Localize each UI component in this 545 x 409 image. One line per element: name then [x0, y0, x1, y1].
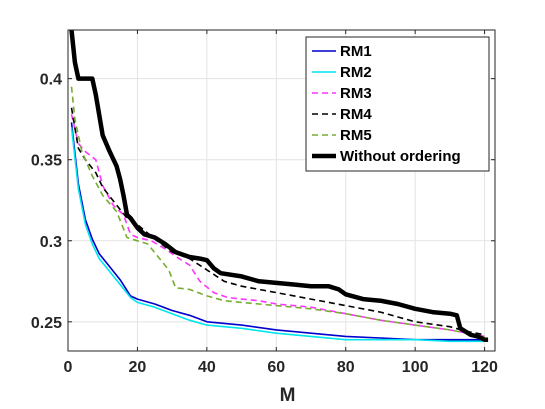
y-tick-label: 0.35 [31, 153, 62, 170]
legend-label: RM2 [340, 64, 372, 81]
legend-label: RM3 [340, 85, 372, 102]
legend-label: RM4 [340, 106, 372, 123]
series-line-rm5 [70, 86, 485, 338]
series-line-rm1 [70, 122, 485, 341]
axis-ticks: 0 20 40 60 80 100 120 0.25 0.3 0.35 0.4 [31, 30, 498, 376]
legend-box [305, 36, 490, 172]
legend-label: RM1 [340, 43, 372, 60]
legend-label: Without ordering [340, 148, 461, 165]
y-tick-label: 0.25 [31, 315, 62, 332]
x-tick-label: 80 [337, 359, 355, 376]
series-lines [69, 30, 489, 343]
axes-box [67, 29, 496, 352]
x-tick-label: 120 [471, 359, 498, 376]
series-line-rm2 [70, 127, 485, 343]
series-line-rm4 [70, 107, 485, 336]
x-tick-label: 100 [402, 359, 429, 376]
legend: RM1 RM2 RM3 RM4 RM5 Without ordering [305, 36, 490, 172]
x-tick-label: 60 [267, 359, 285, 376]
x-tick-label: 20 [129, 359, 147, 376]
y-tick-label: 0.3 [40, 234, 62, 251]
x-tick-label: 40 [198, 359, 216, 376]
legend-label: RM5 [340, 127, 372, 144]
y-tick-label: 0.4 [40, 72, 62, 89]
x-tick-label: 0 [64, 359, 73, 376]
x-axis-title: M [280, 385, 296, 406]
series-line-without-ordering [69, 30, 489, 342]
